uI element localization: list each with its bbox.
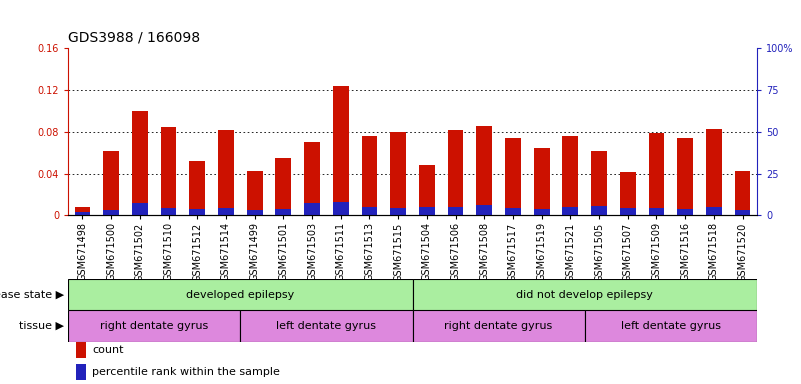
Bar <box>419 207 435 215</box>
Bar <box>361 207 377 215</box>
Bar <box>505 138 521 215</box>
Bar <box>333 86 348 215</box>
Bar <box>591 151 607 215</box>
Bar <box>68 279 413 310</box>
Text: GDS3988 / 166098: GDS3988 / 166098 <box>68 31 200 45</box>
Bar <box>103 151 119 215</box>
Text: left dentate gyrus: left dentate gyrus <box>276 321 376 331</box>
Bar <box>132 111 147 215</box>
Bar <box>649 208 664 215</box>
Bar <box>68 310 240 342</box>
Bar <box>533 209 549 215</box>
Bar <box>304 203 320 215</box>
Bar <box>591 206 607 215</box>
Text: left dentate gyrus: left dentate gyrus <box>621 321 721 331</box>
Text: disease state ▶: disease state ▶ <box>0 290 64 300</box>
Bar <box>276 209 292 215</box>
Bar <box>276 158 292 215</box>
Bar <box>477 205 492 215</box>
Bar <box>562 207 578 215</box>
Bar <box>361 136 377 215</box>
Bar <box>620 208 636 215</box>
Bar <box>448 207 464 215</box>
Bar <box>419 165 435 215</box>
Bar <box>706 207 722 215</box>
Text: developed epilepsy: developed epilepsy <box>186 290 295 300</box>
Bar <box>103 210 119 215</box>
Bar <box>413 279 757 310</box>
Bar <box>533 147 549 215</box>
Text: percentile rank within the sample: percentile rank within the sample <box>92 367 280 377</box>
Text: count: count <box>92 345 123 355</box>
Bar <box>247 210 263 215</box>
Text: right dentate gyrus: right dentate gyrus <box>100 321 208 331</box>
Bar <box>735 170 751 215</box>
Bar <box>218 130 234 215</box>
Bar <box>585 310 757 342</box>
Bar <box>390 132 406 215</box>
Bar <box>74 207 91 215</box>
Bar <box>620 172 636 215</box>
Bar <box>390 208 406 215</box>
Bar <box>189 161 205 215</box>
Text: tissue ▶: tissue ▶ <box>19 321 64 331</box>
Bar <box>333 202 348 215</box>
Bar <box>74 212 91 215</box>
Bar <box>132 203 147 215</box>
Text: did not develop epilepsy: did not develop epilepsy <box>517 290 653 300</box>
Bar <box>304 142 320 215</box>
Bar <box>505 208 521 215</box>
Text: right dentate gyrus: right dentate gyrus <box>445 321 553 331</box>
Bar <box>477 126 492 215</box>
Bar <box>161 208 176 215</box>
Bar <box>678 209 693 215</box>
Bar <box>706 129 722 215</box>
Bar <box>649 133 664 215</box>
Bar <box>678 138 693 215</box>
Bar <box>218 208 234 215</box>
Bar <box>562 136 578 215</box>
Bar <box>240 310 413 342</box>
Bar <box>413 310 585 342</box>
Bar <box>448 130 464 215</box>
Bar <box>189 209 205 215</box>
Bar <box>735 210 751 215</box>
Bar <box>247 170 263 215</box>
Bar <box>161 127 176 215</box>
